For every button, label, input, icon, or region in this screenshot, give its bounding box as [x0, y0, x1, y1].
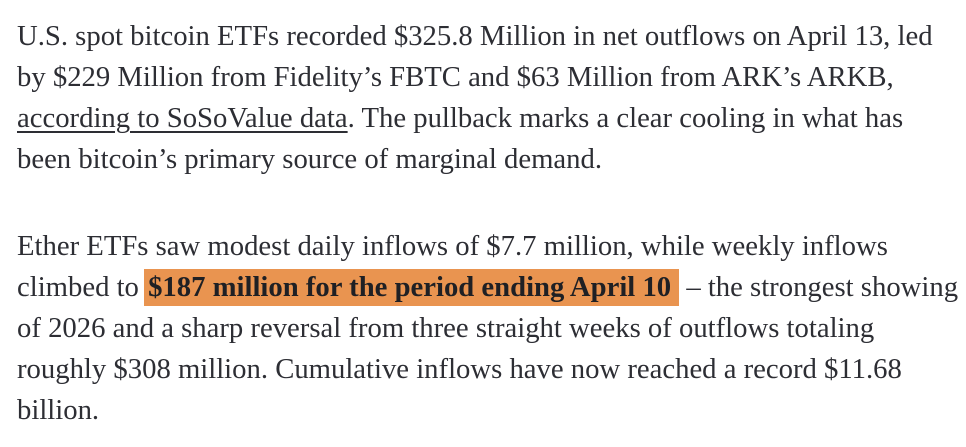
paragraph: U.S. spot bitcoin ETFs recorded $325.8 M…	[17, 16, 966, 180]
text-segment: been bitcoin’s primary source of margina…	[17, 143, 602, 175]
text-line: billion.	[17, 390, 966, 431]
text-line: by $229 Million from Fidelity’s FBTC and…	[17, 57, 966, 98]
text-line: Ether ETFs saw modest daily inflows of $…	[17, 226, 966, 267]
sosovalue-link[interactable]: according to SoSoValue data	[17, 102, 348, 134]
text-segment: of 2026 and a sharp reversal from three …	[17, 312, 875, 344]
article-body: U.S. spot bitcoin ETFs recorded $325.8 M…	[17, 16, 966, 431]
text-segment: roughly $308 million. Cumulative inflows…	[17, 353, 902, 385]
highlighted-text: $187 million for the period ending April…	[144, 269, 680, 306]
text-segment: . The pullback marks a clear cooling in …	[347, 102, 904, 134]
text-line: climbed to $187 million for the period e…	[17, 267, 966, 308]
text-line: of 2026 and a sharp reversal from three …	[17, 308, 966, 349]
text-segment: climbed to	[17, 271, 147, 303]
text-segment: by $229 Million from Fidelity’s FBTC and…	[17, 61, 894, 93]
text-segment: U.S. spot bitcoin ETFs recorded $325.8 M…	[17, 20, 933, 52]
text-line: according to SoSoValue data. The pullbac…	[17, 98, 966, 139]
text-segment: billion.	[17, 394, 100, 426]
paragraph: Ether ETFs saw modest daily inflows of $…	[17, 226, 966, 431]
text-line: U.S. spot bitcoin ETFs recorded $325.8 M…	[17, 16, 966, 57]
text-segment: Ether ETFs saw modest daily inflows of $…	[17, 230, 888, 262]
text-segment: – the strongest showing	[679, 271, 959, 303]
text-line: been bitcoin’s primary source of margina…	[17, 139, 966, 180]
text-line: roughly $308 million. Cumulative inflows…	[17, 349, 966, 390]
